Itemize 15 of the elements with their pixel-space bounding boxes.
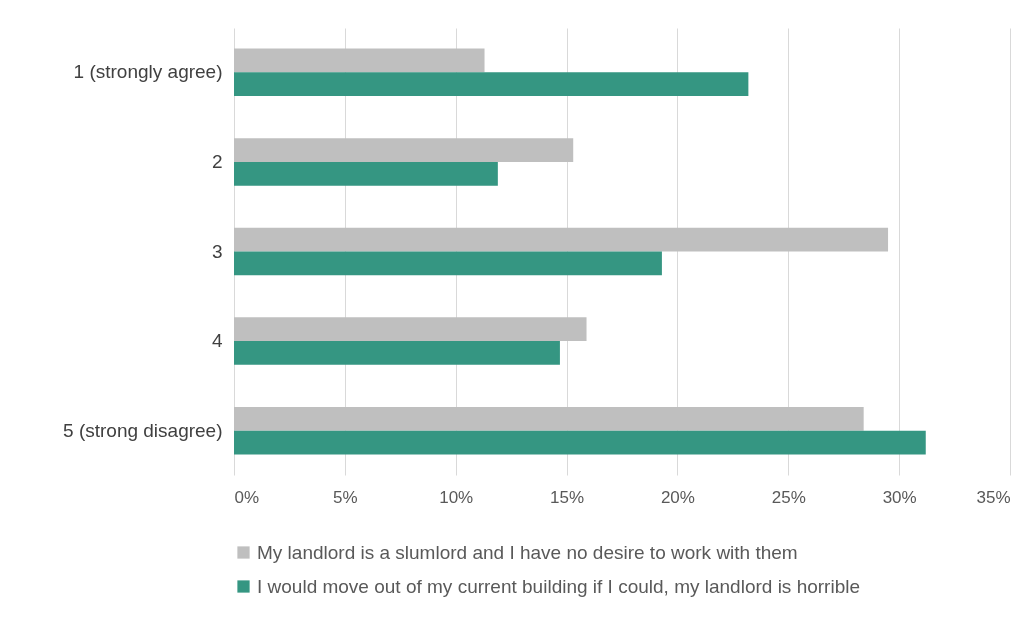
x-tick-label: 10% (439, 487, 474, 507)
y-tick-label: 3 (211, 240, 223, 262)
x-tick-label: 5% (333, 487, 358, 507)
y-tick-label: 5 (strong disagree) (63, 419, 223, 441)
x-tick-label: 0% (234, 487, 260, 507)
legend-label: I would move out of my current building if I could, my landlord is horrible (257, 575, 860, 597)
y-tick-label: 1 (strongly agree) (73, 61, 223, 83)
x-tick-label: 25% (771, 487, 806, 507)
x-tick-label: 30% (882, 487, 917, 507)
x-tick-label: 35% (976, 487, 1011, 507)
x-tick-label: 15% (550, 487, 585, 507)
x-tick-label: 20% (660, 487, 695, 507)
legend-label: My landlord is a slumlord and I have no desire to work with them (257, 541, 798, 563)
y-tick-label: 2 (211, 150, 223, 172)
y-tick-label: 4 (211, 330, 223, 352)
